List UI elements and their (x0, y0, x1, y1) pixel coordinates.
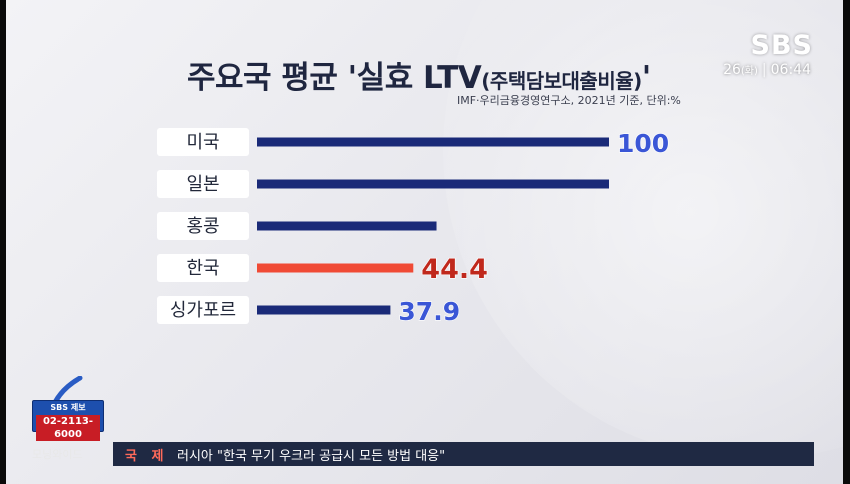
value-label: 100 (617, 129, 669, 158)
category-label: 홍콩 (186, 216, 219, 237)
program-name: 모닝와이드 (32, 448, 83, 461)
category-label: 한국 (186, 258, 219, 279)
chart-title: 주요국 평균 '실효 LTV(주택담보대출비율)' (187, 52, 651, 97)
news-ticker: 국 제 러시아 "한국 무기 우크라 공급시 모든 방법 대응" (113, 442, 814, 466)
hotline-badge: SBS 제보 02-2113-6000 (32, 400, 104, 441)
bar (257, 305, 391, 315)
bar (257, 263, 414, 273)
date-day: 26 (723, 62, 741, 78)
category-label-box (157, 170, 249, 198)
bar (257, 221, 437, 231)
category-label: 일본 (186, 174, 219, 195)
chart-title-end: ' (641, 60, 652, 96)
category-label-box (157, 128, 249, 156)
value-label: 37.9 (398, 297, 460, 326)
date-weekday: (화) (740, 66, 758, 77)
broadcast-frame: 주요국 평균 '실효 LTV(주택담보대출비율)' IMF·우리금융경영연구소,… (6, 0, 843, 484)
ticker-section: 국 제 (125, 448, 169, 464)
clock-time: 06:44 (770, 62, 811, 78)
channel-logo: SBS (750, 30, 813, 61)
clock: 26(화) | 06:44 (723, 62, 811, 78)
category-label-box (157, 296, 249, 324)
bar (257, 179, 609, 189)
category-label: 싱가포르 (170, 300, 236, 321)
bar (257, 137, 609, 147)
hotline-title: SBS 제보 (50, 403, 86, 412)
chart-title-main: 주요국 평균 '실효 LTV (187, 60, 482, 96)
hotline-number: 02-2113-6000 (36, 415, 100, 441)
value-label: 44.4 (421, 254, 488, 285)
chart-source: IMF·우리금융경영연구소, 2021년 기준, 단위:% (457, 94, 681, 107)
category-label-box (157, 254, 249, 282)
clock-separator: | (761, 62, 767, 78)
category-label-box (157, 212, 249, 240)
ticker-headline: 러시아 "한국 무기 우크라 공급시 모든 방법 대응" (177, 448, 446, 464)
chart-title-paren: (주택담보대출비율) (481, 69, 642, 93)
category-label: 미국 (186, 132, 219, 153)
